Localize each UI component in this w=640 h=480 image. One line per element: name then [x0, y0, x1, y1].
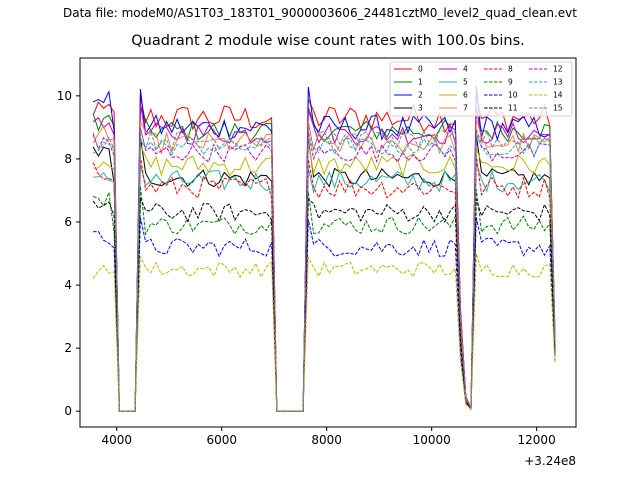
- x-tick-label: 8000: [311, 433, 342, 447]
- legend-label-12: 12: [553, 65, 563, 74]
- plot-frame: [79, 57, 577, 428]
- series-line-4: [92, 104, 556, 412]
- x-offset-label: +3.24e8: [524, 454, 576, 468]
- series-line-12: [92, 127, 556, 412]
- x-tick-label: 6000: [206, 433, 237, 447]
- legend-label-14: 14: [553, 91, 563, 100]
- series-line-6: [93, 143, 556, 412]
- y-tick-label: 8: [64, 152, 72, 166]
- legend-label-10: 10: [508, 91, 518, 100]
- legend-label-9: 9: [508, 78, 513, 87]
- legend-label-4: 4: [463, 65, 468, 74]
- legend-box: [389, 61, 573, 117]
- legend-label-15: 15: [553, 104, 563, 113]
- legend-label-11: 11: [508, 104, 518, 113]
- series-line-5: [93, 162, 556, 412]
- y-tick-label: 0: [64, 404, 72, 418]
- y-tick-label: 10: [57, 89, 72, 103]
- y-tick-label: 4: [64, 278, 72, 292]
- legend-label-3: 3: [418, 104, 423, 113]
- series-line-14: [92, 253, 556, 412]
- x-tick-label: 10000: [413, 433, 451, 447]
- series-line-3: [92, 135, 556, 412]
- y-tick-label: 6: [64, 215, 72, 229]
- series-line-11: [92, 197, 556, 412]
- legend-label-2: 2: [418, 91, 423, 100]
- legend-label-1: 1: [418, 78, 423, 87]
- series-line-15: [92, 123, 556, 412]
- chart-title: Quadrant 2 module wise count rates with …: [131, 33, 525, 49]
- legend-label-13: 13: [553, 78, 563, 87]
- x-tick-label: 4000: [101, 433, 132, 447]
- series-line-13: [92, 134, 556, 412]
- x-tick-label: 12000: [518, 433, 556, 447]
- series-line-9: [92, 186, 556, 412]
- legend-label-8: 8: [508, 65, 513, 74]
- y-tick-label: 2: [64, 341, 72, 355]
- legend-label-6: 6: [463, 91, 468, 100]
- legend-label-5: 5: [463, 78, 468, 87]
- legend-label-7: 7: [463, 104, 468, 113]
- figure-suptitle: Data file: modeM0/AS1T03_183T01_90000036…: [63, 6, 577, 20]
- series-line-10: [93, 217, 556, 412]
- series-line-8: [92, 155, 556, 412]
- legend-label-0: 0: [418, 65, 423, 74]
